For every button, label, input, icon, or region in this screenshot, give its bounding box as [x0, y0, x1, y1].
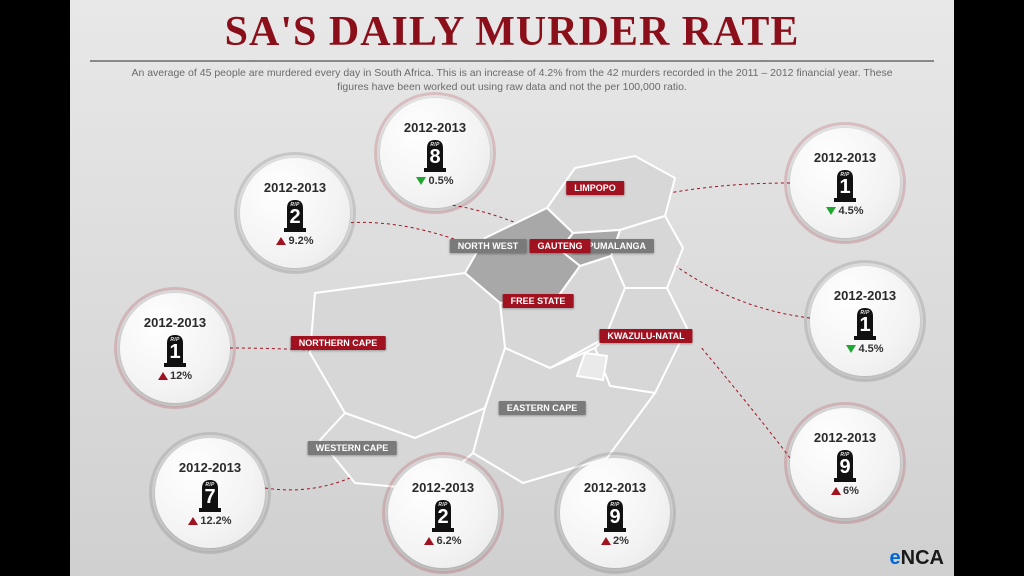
tombstone-icon: RIP 9	[602, 498, 628, 532]
enca-logo: eNCA	[890, 547, 944, 570]
tombstone-icon: RIP 2	[430, 498, 456, 532]
stat-bubble-western_cape: 2012-2013 RIP 7 12.2%	[155, 438, 265, 548]
stat-bubble-gauteng: 2012-2013 RIP 8 0.5%	[380, 98, 490, 208]
stat-bubble-northern_cape: 2012-2013 RIP 1 12%	[120, 293, 230, 403]
tombstone-icon: RIP 1	[852, 306, 878, 340]
tombstone-icon: RIP 7	[197, 478, 223, 512]
province-label-eastern_cape: EASTERN CAPE	[499, 401, 586, 415]
murder-count: 8	[422, 147, 448, 167]
province-label-kwazulu_natal: KWAZULU-NATAL	[599, 329, 692, 343]
tombstone-icon: RIP 9	[832, 448, 858, 482]
stat-bubble-north_west: 2012-2013 RIP 2 9.2%	[240, 158, 350, 268]
stat-bubble-eastern_cape: 2012-2013 RIP 9 2%	[560, 458, 670, 568]
province-label-northern_cape: NORTHERN CAPE	[291, 336, 386, 350]
stat-bubble-limpopo: 2012-2013 RIP 1 4.5%	[790, 128, 900, 238]
province-label-free_state: FREE STATE	[503, 294, 574, 308]
murder-count: 2	[430, 507, 456, 527]
tombstone-icon: RIP 1	[162, 333, 188, 367]
murder-count: 1	[852, 315, 878, 335]
tombstone-icon: RIP 2	[282, 198, 308, 232]
province-label-western_cape: WESTERN CAPE	[308, 441, 397, 455]
stat-bubble-mpumalanga: 2012-2013 RIP 1 4.5%	[810, 266, 920, 376]
stat-bubble-free_state: 2012-2013 RIP 2 6.2%	[388, 458, 498, 568]
murder-count: 9	[832, 457, 858, 477]
murder-count: 1	[832, 177, 858, 197]
tombstone-icon: RIP 8	[422, 138, 448, 172]
stat-bubble-kwazulu_natal: 2012-2013 RIP 9 6%	[790, 408, 900, 518]
map-area: LIMPOPOMPUMALANGAGAUTENGNORTH WESTFREE S…	[90, 98, 934, 568]
province-label-north_west: NORTH WEST	[450, 239, 527, 253]
murder-count: 2	[282, 207, 308, 227]
province-label-gauteng: GAUTENG	[530, 239, 591, 253]
page-subtitle: An average of 45 people are murdered eve…	[122, 66, 902, 94]
tombstone-icon: RIP 1	[832, 168, 858, 202]
murder-count: 1	[162, 342, 188, 362]
province-label-limpopo: LIMPOPO	[566, 181, 624, 195]
murder-count: 7	[197, 487, 223, 507]
page-title: SA'S DAILY MURDER RATE	[90, 8, 934, 62]
murder-count: 9	[602, 507, 628, 527]
